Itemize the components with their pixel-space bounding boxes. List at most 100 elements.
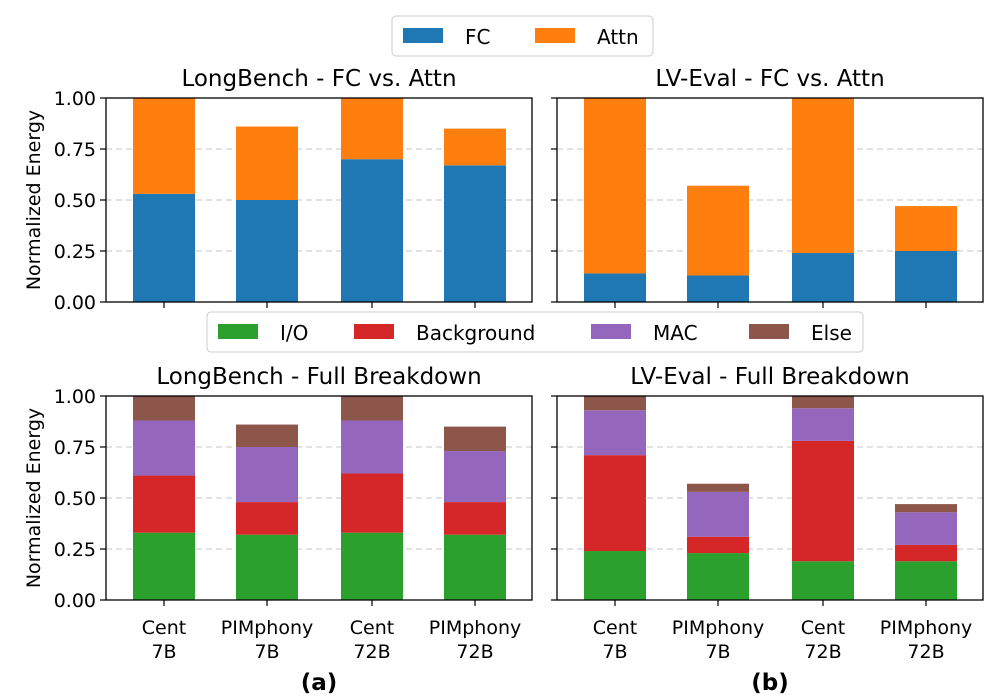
bar-segment-background-0 <box>584 455 646 552</box>
bar-segment-attn-2 <box>341 98 403 160</box>
bar-segment-mac-1 <box>687 491 749 537</box>
bar-segment-io-0 <box>584 551 646 600</box>
top-legend: FC Attn <box>391 15 654 57</box>
legend-swatch-else <box>749 324 789 339</box>
bar-segment-mac-2 <box>792 408 854 441</box>
legend-swatch-io <box>218 324 258 339</box>
bar-segment-fc-2 <box>792 253 854 302</box>
bar-segment-mac-3 <box>895 512 957 545</box>
x-tick-label-line2: 72B <box>353 641 390 663</box>
bar-segment-fc-3 <box>895 251 957 302</box>
bar-segment-fc-0 <box>584 273 646 302</box>
bar-segment-attn-0 <box>584 98 646 274</box>
frame-layer <box>100 97 984 606</box>
legend-swatch-background <box>354 324 394 339</box>
y-tick-label: 0.00 <box>54 590 96 612</box>
y-tick-label: 0.50 <box>54 488 96 510</box>
x-tick-label-line2: 7B <box>602 641 627 663</box>
bar-segment-fc-3 <box>444 165 506 302</box>
bar-segment-io-0 <box>133 532 195 600</box>
legend-swatch-mac <box>591 324 631 339</box>
bar-segment-background-3 <box>895 544 957 562</box>
bar-segment-io-2 <box>341 532 403 600</box>
bar-segment-else-3 <box>895 504 957 513</box>
bar-segment-io-3 <box>444 534 506 600</box>
bar-segment-background-2 <box>792 440 854 562</box>
bar-segment-attn-3 <box>444 128 506 166</box>
legend-label-io: I/O <box>280 321 308 345</box>
bar-segment-fc-2 <box>341 159 403 302</box>
legend-label-mac: MAC <box>653 321 698 345</box>
y-tick-label: 1.00 <box>54 88 96 110</box>
bar-segment-io-2 <box>792 561 854 600</box>
x-tick-label-line2: 72B <box>456 641 493 663</box>
bar-segment-else-0 <box>584 396 646 411</box>
y-tick-label: 0.50 <box>54 190 96 212</box>
x-tick-label-line1: PIMphony <box>672 617 764 639</box>
x-tick-label-line2: 7B <box>705 641 730 663</box>
bar-segment-fc-1 <box>687 275 749 302</box>
x-tick-label-line1: Cent <box>801 617 845 639</box>
x-tick-label-line1: PIMphony <box>880 617 972 639</box>
bar-layer <box>133 98 957 600</box>
bar-segment-else-3 <box>444 426 506 452</box>
text-layer: 0.00 0.25 0.50 0.75 1.00 LongBench - FC vs. A… <box>23 66 972 696</box>
x-tick-label-line2: 7B <box>151 641 176 663</box>
x-tick-label-line2: 72B <box>804 641 841 663</box>
bar-segment-mac-2 <box>341 420 403 474</box>
x-tick-label-line1: PIMphony <box>429 617 521 639</box>
bar-segment-else-0 <box>133 396 195 421</box>
chart-title: LV-Eval - FC vs. Attn <box>655 66 884 92</box>
bar-segment-mac-3 <box>444 451 506 503</box>
bottom-legend: I/O Background MAC Else <box>206 311 864 353</box>
bar-segment-background-1 <box>687 536 749 554</box>
legend-swatch-attn <box>535 28 575 43</box>
chart-title: LV-Eval - Full Breakdown <box>630 364 910 390</box>
y-axis-label: Normalized Energy <box>23 408 45 588</box>
bar-segment-mac-0 <box>133 420 195 476</box>
y-tick-label: 0.75 <box>54 139 96 161</box>
legend-box <box>391 15 654 57</box>
legend-box <box>206 311 864 353</box>
bar-segment-attn-2 <box>792 98 854 254</box>
x-tick-label-line1: Cent <box>142 617 186 639</box>
x-tick-label-line2: 72B <box>907 641 944 663</box>
y-tick-label: 0.00 <box>54 292 96 314</box>
bar-segment-background-3 <box>444 502 506 535</box>
bar-segment-fc-1 <box>236 200 298 302</box>
bar-segment-io-3 <box>895 561 957 600</box>
chart-title: LongBench - FC vs. Attn <box>181 66 456 92</box>
legend-swatch-fc <box>403 28 443 43</box>
bar-segment-attn-3 <box>895 206 957 251</box>
legend-label-attn: Attn <box>597 25 639 49</box>
legend-layer: FC Attn I/O Background MAC Else <box>206 15 864 353</box>
x-tick-label-line1: Cent <box>593 617 637 639</box>
bar-segment-io-1 <box>687 553 749 600</box>
bar-segment-background-1 <box>236 502 298 535</box>
y-tick-label: 0.25 <box>54 241 96 263</box>
bar-segment-else-1 <box>687 483 749 492</box>
bar-segment-attn-0 <box>133 98 195 194</box>
bar-segment-mac-0 <box>584 410 646 456</box>
bar-segment-else-2 <box>792 396 854 409</box>
bar-segment-else-2 <box>341 396 403 421</box>
x-tick-label-line1: Cent <box>350 617 394 639</box>
bar-segment-fc-0 <box>133 193 195 302</box>
y-axis-label: Normalized Energy <box>23 110 45 290</box>
bar-segment-attn-1 <box>236 126 298 200</box>
legend-label-background: Background <box>416 321 535 345</box>
y-tick-label: 0.75 <box>54 437 96 459</box>
legend-label-else: Else <box>811 321 852 345</box>
bar-segment-mac-1 <box>236 447 298 503</box>
panel-label-a: (a) <box>301 670 338 696</box>
x-tick-label-line1: PIMphony <box>221 617 313 639</box>
bar-segment-attn-1 <box>687 185 749 276</box>
bar-segment-background-0 <box>133 475 195 533</box>
bar-segment-io-1 <box>236 534 298 600</box>
bar-segment-else-1 <box>236 424 298 447</box>
x-tick-label-line2: 7B <box>254 641 279 663</box>
panel-label-b: (b) <box>751 670 789 696</box>
y-tick-label: 1.00 <box>54 386 96 408</box>
y-tick-label: 0.25 <box>54 539 96 561</box>
